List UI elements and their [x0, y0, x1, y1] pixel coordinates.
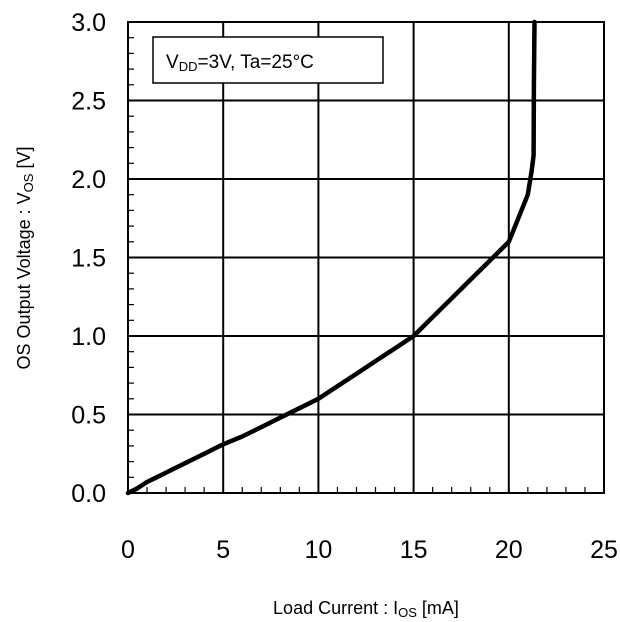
y-tick-label: 0.5	[71, 402, 106, 430]
series-line	[125, 19, 537, 496]
x-axis-title: Load Current : IOS [mA]	[273, 598, 459, 620]
plot-frame	[127, 21, 605, 494]
annotation-text: VDD=3V, Ta=25°C	[166, 52, 314, 74]
y-tick-label: 0.0	[71, 480, 106, 508]
y-tick-label: 2.5	[71, 88, 106, 116]
x-tick-label: 10	[304, 536, 332, 564]
y-tick-label: 3.0	[71, 9, 106, 37]
grid	[128, 22, 604, 493]
y-tick-label: 2.0	[71, 166, 106, 194]
x-tick-label: 0	[121, 536, 135, 564]
series-group	[125, 19, 537, 496]
y-tick-labels: 0.0 0.5 1.0 1.5 2.0 2.5 3.0	[71, 9, 106, 508]
annotation-box: VDD=3V, Ta=25°C	[152, 36, 384, 84]
x-tick-label: 20	[495, 536, 523, 564]
x-tick-label: 5	[216, 536, 230, 564]
x-tick-label: 25	[590, 536, 618, 564]
annotation-frame	[152, 36, 384, 84]
y-axis-title: OS Output Voltage : VOS [V]	[14, 147, 36, 370]
x-tick-labels: 0 5 10 15 20 25	[121, 536, 618, 564]
x-tick-label: 15	[400, 536, 428, 564]
y-tick-label: 1.5	[71, 245, 106, 273]
y-tick-label: 1.0	[71, 323, 106, 351]
